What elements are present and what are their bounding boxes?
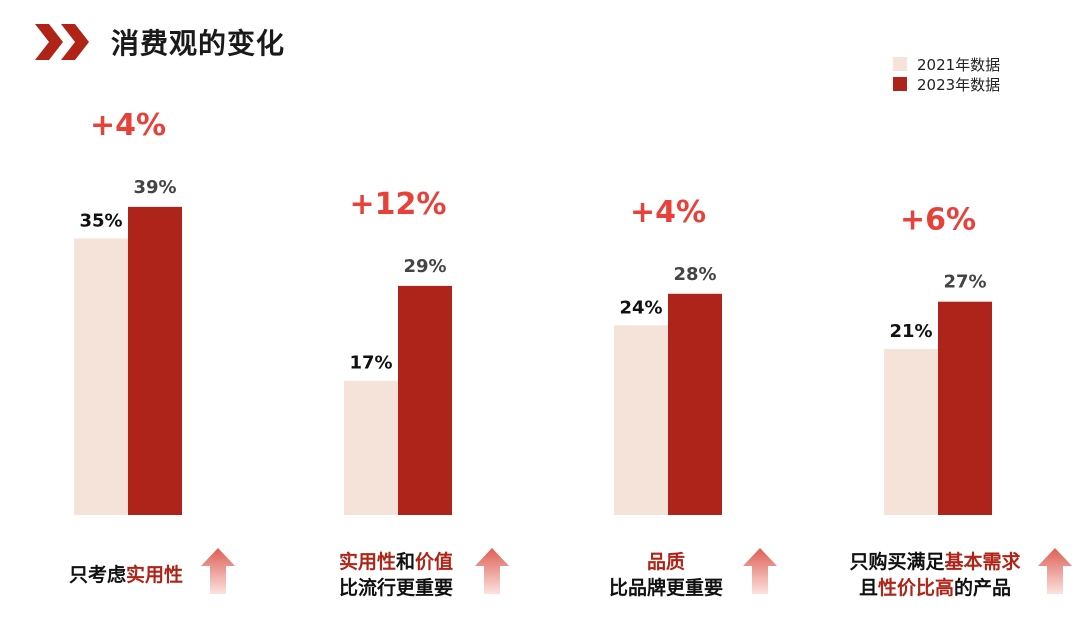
legend-swatch-2021 — [893, 57, 907, 71]
caption-highlight: 实用性 — [338, 551, 396, 573]
up-arrow-icon — [1038, 548, 1072, 594]
category-caption-4: 只购买满足基本需求 且性价比高的产品 — [830, 549, 1040, 601]
legend-item-2021: 2021年数据 — [893, 54, 1000, 74]
value-label-2021-2: 17% — [349, 353, 392, 374]
caption-line: 只考虑实用性 — [46, 562, 206, 588]
caption-text: 且 — [858, 577, 878, 599]
bar-2023-1 — [128, 206, 182, 515]
category-caption-2: 实用性和价值 比流行更重要 — [316, 549, 476, 601]
value-label-2023-1: 39% — [133, 177, 176, 198]
caption-line: 且性价比高的产品 — [830, 575, 1040, 601]
caption-text: 比品牌更重要 — [608, 577, 723, 599]
change-label-2: +12% — [350, 187, 447, 222]
up-arrow-icon — [743, 548, 777, 594]
caption-highlight: 性价比高 — [877, 577, 954, 599]
value-label-2023-4: 27% — [943, 272, 986, 293]
chart-legend: 2021年数据 2023年数据 — [893, 54, 1000, 94]
category-caption-3: 品质 比品牌更重要 — [586, 549, 746, 601]
change-label-1: +4% — [90, 108, 166, 143]
caption-text: 比流行更重要 — [338, 577, 453, 599]
bar-2021-1 — [74, 238, 128, 515]
bar-2021-3 — [614, 325, 668, 515]
bar-2021-4 — [884, 349, 938, 515]
change-label-3: +4% — [630, 195, 706, 230]
bar-2021-2 — [344, 380, 398, 515]
value-label-2021-4: 21% — [889, 321, 932, 342]
caption-line: 品质 — [586, 549, 746, 575]
double-chevron-icon — [35, 24, 89, 60]
bar-2023-4 — [938, 301, 992, 515]
bar-2023-3 — [668, 293, 722, 515]
legend-swatch-2023 — [893, 77, 907, 91]
caption-line: 比流行更重要 — [316, 575, 476, 601]
caption-highlight: 品质 — [646, 551, 685, 573]
caption-text: 和 — [395, 551, 415, 573]
bar-2023-2 — [398, 285, 452, 515]
value-label-2023-3: 28% — [673, 264, 716, 285]
legend-item-2023: 2023年数据 — [893, 74, 1000, 94]
up-arrow-icon — [201, 548, 235, 594]
value-label-2023-2: 29% — [403, 256, 446, 277]
legend-label-2021: 2021年数据 — [917, 55, 1001, 74]
caption-highlight: 实用性 — [126, 564, 184, 586]
caption-line: 只购买满足基本需求 — [830, 549, 1040, 575]
page-title: 消费观的变化 — [111, 27, 286, 60]
up-arrow-icon — [475, 548, 509, 594]
caption-highlight: 价值 — [415, 551, 454, 573]
category-caption-1: 只考虑实用性 — [46, 562, 206, 588]
caption-text: 的产品 — [954, 577, 1012, 599]
caption-text: 只考虑 — [68, 564, 126, 586]
caption-line: 实用性和价值 — [316, 549, 476, 575]
value-label-2021-1: 35% — [79, 211, 122, 232]
caption-line: 比品牌更重要 — [586, 575, 746, 601]
change-label-4: +6% — [900, 203, 976, 238]
legend-label-2023: 2023年数据 — [917, 75, 1001, 94]
value-label-2021-3: 24% — [619, 297, 662, 318]
caption-text: 只购买满足 — [849, 551, 945, 573]
caption-highlight: 基本需求 — [944, 551, 1021, 573]
